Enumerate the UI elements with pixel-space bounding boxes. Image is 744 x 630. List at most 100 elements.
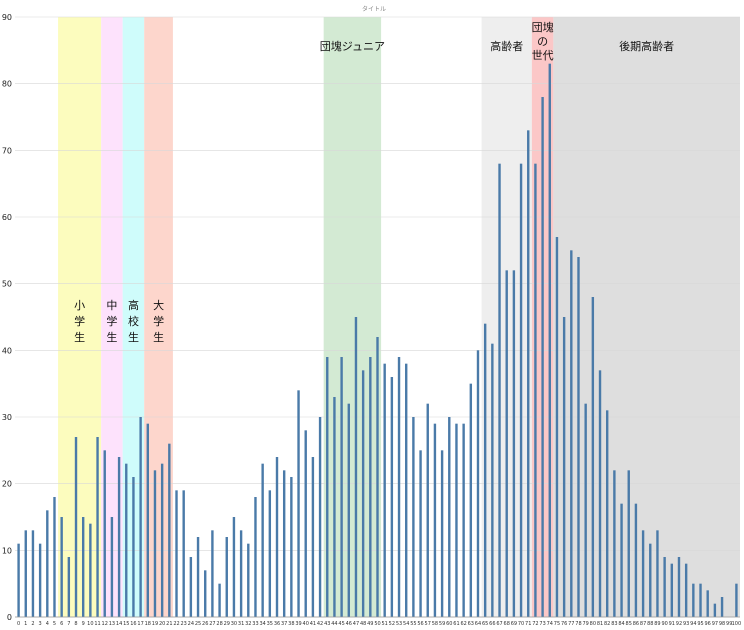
bar-age-26 bbox=[204, 570, 207, 617]
x-tick-label-27: 27 bbox=[209, 621, 215, 627]
x-tick-label-0: 0 bbox=[17, 621, 20, 627]
bar-age-54 bbox=[405, 363, 408, 617]
x-tick-label-33: 33 bbox=[252, 621, 258, 627]
bar-age-44 bbox=[333, 397, 336, 617]
x-tick-label-23: 23 bbox=[181, 621, 187, 627]
x-tick-label-99: 99 bbox=[726, 621, 732, 627]
x-tick-label-97: 97 bbox=[712, 621, 718, 627]
bar-age-30 bbox=[232, 517, 236, 617]
bar-age-70 bbox=[519, 163, 523, 617]
bar-age-35 bbox=[268, 490, 272, 617]
bar-age-49 bbox=[369, 357, 372, 617]
band-1 bbox=[101, 17, 123, 617]
bar-age-85 bbox=[627, 470, 630, 617]
x-tick-label-79: 79 bbox=[582, 621, 588, 627]
bar-age-78 bbox=[577, 257, 580, 617]
x-tick-label-75: 75 bbox=[554, 621, 560, 627]
bar-age-79 bbox=[584, 403, 587, 617]
x-tick-label-26: 26 bbox=[202, 621, 208, 627]
y-tick-label-20: 20 bbox=[2, 480, 12, 489]
x-tick-label-36: 36 bbox=[274, 621, 280, 627]
x-tick-label-10: 10 bbox=[87, 621, 93, 627]
x-tick-label-19: 19 bbox=[152, 621, 158, 627]
chart-title: タイトル bbox=[362, 5, 386, 13]
bar-age-19 bbox=[153, 470, 157, 617]
bar-age-91 bbox=[670, 563, 674, 617]
x-tick-label-98: 98 bbox=[719, 621, 725, 627]
bar-age-90 bbox=[663, 557, 666, 617]
bar-age-93 bbox=[684, 563, 688, 617]
bar-age-5 bbox=[53, 497, 56, 617]
x-tick-label-11: 11 bbox=[94, 621, 100, 627]
bar-age-20 bbox=[160, 463, 164, 617]
y-tick-label-40: 40 bbox=[2, 346, 12, 355]
x-tick-label-32: 32 bbox=[245, 621, 251, 627]
x-tick-label-13: 13 bbox=[109, 621, 115, 627]
y-tick-label-80: 80 bbox=[2, 80, 12, 89]
x-tick-label-92: 92 bbox=[676, 621, 682, 627]
bar-age-43 bbox=[326, 357, 329, 617]
x-tick-label-88: 88 bbox=[647, 621, 653, 627]
bar-age-21 bbox=[168, 443, 171, 617]
x-tick-label-12: 12 bbox=[102, 621, 108, 627]
x-tick-label-24: 24 bbox=[188, 621, 194, 627]
bar-age-81 bbox=[598, 370, 602, 617]
x-tick-label-43: 43 bbox=[324, 621, 330, 627]
x-tick-label-82: 82 bbox=[604, 621, 610, 627]
band-2 bbox=[122, 17, 145, 617]
bar-age-95 bbox=[699, 583, 702, 617]
x-tick-label-15: 15 bbox=[123, 621, 129, 627]
bar-age-82 bbox=[606, 410, 609, 617]
x-tick-label-57: 57 bbox=[425, 621, 431, 627]
bar-age-22 bbox=[175, 490, 178, 617]
y-tick-label-90: 90 bbox=[2, 13, 12, 22]
bar-age-51 bbox=[383, 363, 386, 617]
bar-age-28 bbox=[218, 583, 221, 617]
band-4 bbox=[323, 17, 382, 617]
bar-age-60 bbox=[448, 417, 451, 617]
band-label-7: 後期高齢者 bbox=[619, 39, 674, 53]
bar-age-3 bbox=[38, 543, 42, 617]
band-label-3: 大学生 bbox=[153, 298, 164, 344]
x-tick-label-21: 21 bbox=[166, 621, 172, 627]
bar-age-89 bbox=[656, 530, 659, 617]
bar-age-41 bbox=[311, 457, 315, 617]
bar-age-2 bbox=[31, 530, 35, 617]
x-tick-label-93: 93 bbox=[683, 621, 689, 627]
x-tick-label-54: 54 bbox=[403, 621, 409, 627]
x-tick-label-74: 74 bbox=[547, 621, 553, 627]
x-tick-label-90: 90 bbox=[661, 621, 667, 627]
bar-age-96 bbox=[706, 590, 709, 617]
x-tick-label-35: 35 bbox=[267, 621, 273, 627]
bar-age-8 bbox=[74, 437, 78, 617]
x-tick-label-67: 67 bbox=[496, 621, 502, 627]
x-tick-label-16: 16 bbox=[130, 621, 136, 627]
x-tick-label-45: 45 bbox=[338, 621, 344, 627]
x-tick-label-84: 84 bbox=[618, 621, 624, 627]
x-tick-label-51: 51 bbox=[381, 621, 387, 627]
x-tick-label-94: 94 bbox=[690, 621, 696, 627]
x-tick-label-78: 78 bbox=[575, 621, 581, 627]
bar-age-13 bbox=[110, 517, 114, 617]
x-tick-label-50: 50 bbox=[374, 621, 380, 627]
x-tick-label-60: 60 bbox=[446, 621, 452, 627]
bar-age-75 bbox=[555, 237, 559, 617]
x-tick-label-76: 76 bbox=[561, 621, 567, 627]
x-tick-label-9: 9 bbox=[82, 621, 85, 627]
y-axis: 0 10 20 30 40 50 60 70 80 90 bbox=[2, 13, 12, 622]
bar-age-62 bbox=[462, 423, 465, 617]
bar-age-27 bbox=[211, 530, 214, 617]
x-tick-label-14: 14 bbox=[116, 621, 122, 627]
x-tick-label-61: 61 bbox=[453, 621, 459, 627]
band-7 bbox=[553, 17, 740, 617]
y-tick-label-70: 70 bbox=[2, 146, 12, 155]
band-label-1: 中学生 bbox=[106, 299, 117, 344]
y-tick-label-60: 60 bbox=[2, 213, 12, 222]
band-label-4: 団塊ジュニア bbox=[320, 40, 385, 53]
x-tick-label-71: 71 bbox=[525, 621, 531, 627]
x-tick-label-3: 3 bbox=[39, 621, 42, 627]
bar-age-67 bbox=[498, 163, 501, 617]
x-tick-label-37: 37 bbox=[281, 621, 287, 627]
x-tick-label-18: 18 bbox=[145, 621, 151, 627]
